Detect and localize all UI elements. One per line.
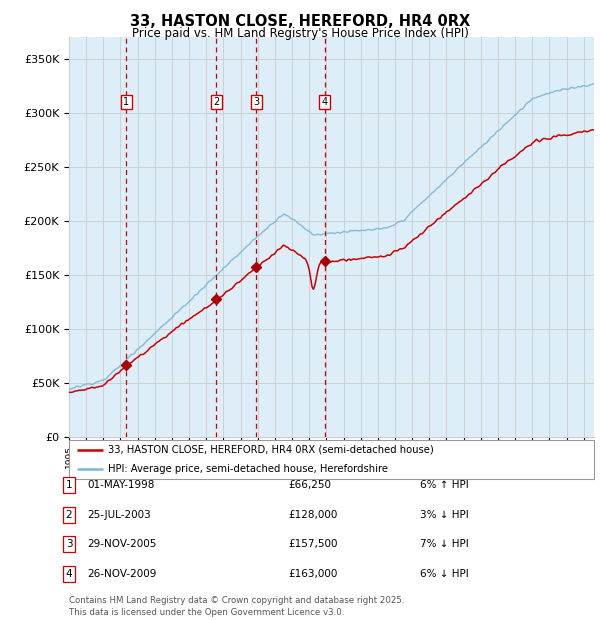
Text: 1: 1 [65,480,73,490]
Text: 2: 2 [213,97,220,107]
Text: 4: 4 [65,569,73,579]
Text: £157,500: £157,500 [288,539,337,549]
Text: 33, HASTON CLOSE, HEREFORD, HR4 0RX: 33, HASTON CLOSE, HEREFORD, HR4 0RX [130,14,470,29]
Text: 1: 1 [123,97,129,107]
Text: 01-MAY-1998: 01-MAY-1998 [87,480,154,490]
Text: 7% ↓ HPI: 7% ↓ HPI [420,539,469,549]
Text: 33, HASTON CLOSE, HEREFORD, HR4 0RX (semi-detached house): 33, HASTON CLOSE, HEREFORD, HR4 0RX (sem… [109,445,434,455]
Text: 3: 3 [253,97,259,107]
Text: 2: 2 [65,510,73,520]
Text: 6% ↑ HPI: 6% ↑ HPI [420,480,469,490]
Text: £128,000: £128,000 [288,510,337,520]
Text: 4: 4 [322,97,328,107]
Text: 6% ↓ HPI: 6% ↓ HPI [420,569,469,579]
Text: £163,000: £163,000 [288,569,337,579]
Text: HPI: Average price, semi-detached house, Herefordshire: HPI: Average price, semi-detached house,… [109,464,388,474]
Text: 3: 3 [65,539,73,549]
Text: 29-NOV-2005: 29-NOV-2005 [87,539,157,549]
FancyBboxPatch shape [69,440,594,479]
Text: 25-JUL-2003: 25-JUL-2003 [87,510,151,520]
Text: £66,250: £66,250 [288,480,331,490]
Bar [69,37,594,437]
Text: 3% ↓ HPI: 3% ↓ HPI [420,510,469,520]
Text: Price paid vs. HM Land Registry's House Price Index (HPI): Price paid vs. HM Land Registry's House … [131,27,469,40]
Text: Contains HM Land Registry data © Crown copyright and database right 2025.
This d: Contains HM Land Registry data © Crown c… [69,596,404,617]
Text: 26-NOV-2009: 26-NOV-2009 [87,569,157,579]
